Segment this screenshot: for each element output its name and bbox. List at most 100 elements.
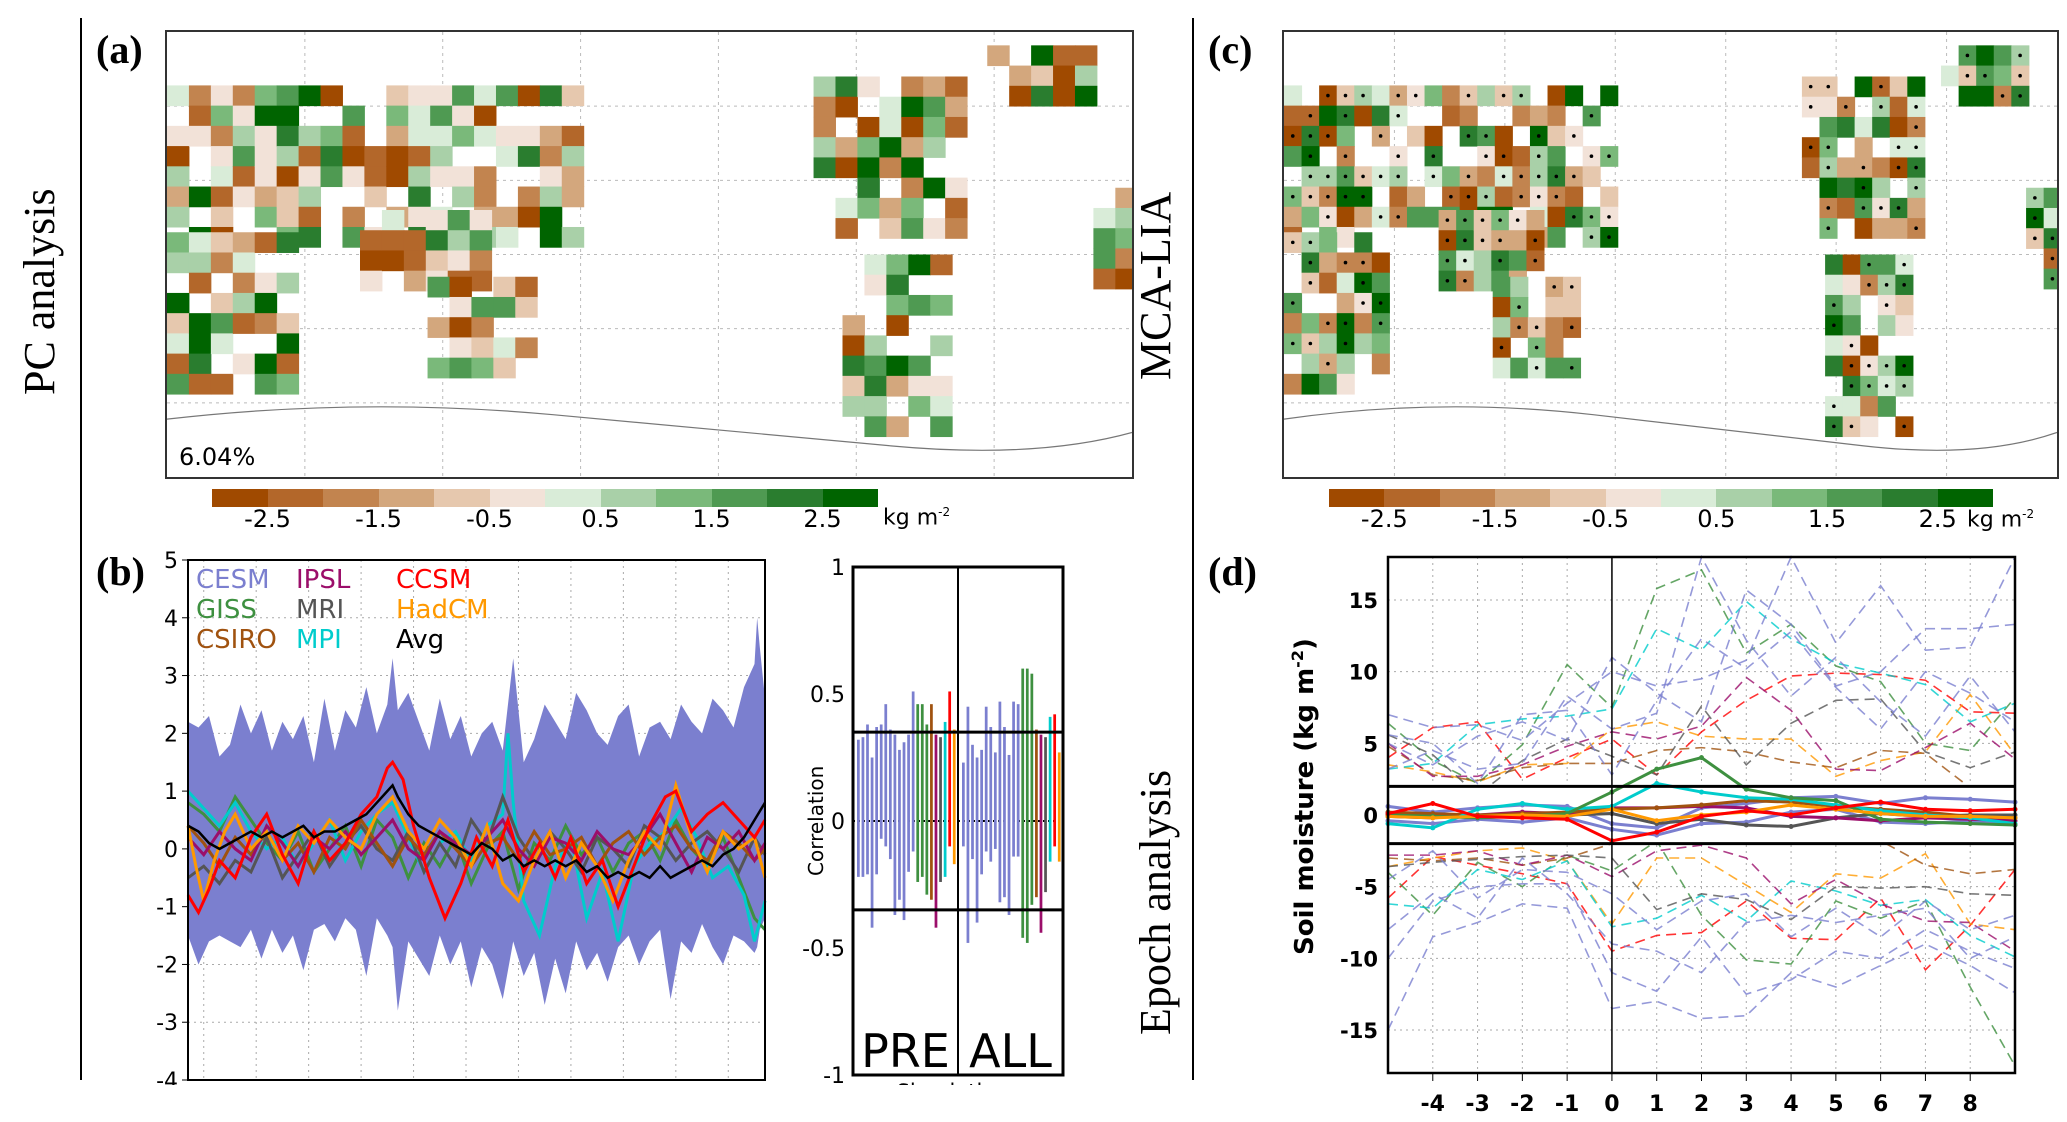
x-tick-label: 8 (1963, 1092, 1978, 1117)
map-cell (2043, 187, 2057, 209)
significance-dot (1396, 93, 1400, 98)
map-cell (1492, 276, 1511, 298)
significance-dot (1361, 301, 1365, 305)
significance-dot (1480, 218, 1485, 222)
map-cell (1860, 396, 1879, 417)
map-cell (842, 335, 865, 357)
composite-point (1922, 795, 1928, 801)
colorbar-swatch (1550, 489, 1606, 507)
map-cell (517, 186, 541, 208)
composite-point (1878, 816, 1884, 822)
map-cell (1889, 218, 1908, 239)
map-cell (232, 125, 256, 147)
map-cell (425, 210, 449, 231)
map-cell (923, 218, 946, 239)
map-cell (1600, 186, 1619, 208)
map-cell (210, 125, 234, 147)
significance-dot (2018, 53, 2022, 58)
map-cell (1115, 268, 1132, 290)
map-cell (188, 252, 212, 274)
unit-text: kg m (1967, 507, 2023, 533)
map-cell (232, 232, 256, 253)
map-cell (945, 177, 968, 199)
map-cell (561, 166, 585, 188)
correlation-bar (1035, 729, 1038, 898)
significance-dot (1498, 238, 1502, 243)
significance-dot (1607, 154, 1611, 158)
map-cell (381, 250, 405, 272)
significance-dot (1519, 93, 1523, 98)
map-cell (1877, 396, 1896, 417)
significance-dot (1607, 235, 1611, 239)
map-cell (1336, 226, 1355, 248)
map-cell (515, 296, 538, 318)
map-cell (539, 85, 563, 107)
map-cell (864, 355, 887, 377)
map-cell (813, 96, 836, 118)
map-cell (901, 116, 924, 138)
panel-label-d: (d) (1208, 549, 1257, 594)
map-cell (1336, 272, 1355, 294)
map-cell (188, 353, 212, 375)
map-cell (449, 337, 472, 359)
map-cell (835, 76, 858, 98)
significance-dot (1517, 325, 1521, 330)
map-cell (474, 85, 497, 107)
significance-dot (1533, 238, 1538, 243)
map-cell (857, 137, 880, 158)
map-cell (1510, 357, 1529, 379)
colorbar-a-unit: kg m-2 (883, 505, 950, 530)
significance-dot (1466, 93, 1471, 98)
colorbar-tick-label: 2.5 (803, 505, 842, 533)
significance-dot (1499, 345, 1504, 350)
significance-dot (2018, 73, 2022, 78)
map-cell (1545, 357, 1564, 379)
significance-dot (1808, 84, 1813, 89)
map-cell (493, 276, 516, 298)
antarctica-coastline (1284, 406, 2057, 451)
map-cell (886, 315, 909, 336)
map-cell (1547, 146, 1566, 167)
map-cell (1872, 116, 1891, 138)
map-cell (1877, 315, 1896, 336)
significance-dot (2033, 196, 2037, 200)
map-cell (901, 137, 924, 158)
map-cell (1371, 333, 1390, 355)
y-tick-label: 0 (831, 810, 845, 835)
map-cell (1895, 294, 1914, 316)
map-cell (1976, 85, 1995, 107)
map-cell (232, 146, 256, 167)
map-cell (857, 157, 880, 179)
map-cell (1494, 125, 1513, 147)
map-cell (1889, 116, 1908, 138)
significance-line-mpi (1387, 600, 2016, 770)
significance-dot (1832, 323, 1836, 328)
map-cell (430, 125, 453, 147)
map-cell (1424, 206, 1443, 228)
map-cell (945, 96, 968, 118)
map-cell (879, 157, 902, 179)
map-cell (864, 274, 887, 296)
map-cell (493, 357, 516, 379)
map-cell (813, 157, 836, 179)
map-cell (1565, 186, 1584, 208)
map-cell (1459, 105, 1478, 127)
map-cell (447, 250, 471, 272)
significance-dot (1517, 305, 1521, 309)
map-cell (1074, 85, 1098, 107)
y-axis-label: Correlation (804, 766, 828, 876)
row-label-epoch-analysis: Epoch analysis (1131, 769, 1180, 1035)
map-cell (561, 146, 585, 167)
colorbar-swatch (434, 489, 490, 507)
map-cell (1993, 45, 2012, 67)
map-cell (232, 252, 256, 274)
colorbar-swatch (323, 489, 379, 507)
significance-dot (1326, 215, 1330, 219)
y-tick-label: -10 (1340, 947, 1378, 971)
map-cell (1819, 116, 1838, 138)
map-cell (1825, 355, 1844, 377)
map-cell (1031, 45, 1054, 67)
map-cell (857, 197, 880, 219)
correlation-bar (962, 762, 965, 847)
explained-variance-label: 6.04% (179, 443, 256, 471)
